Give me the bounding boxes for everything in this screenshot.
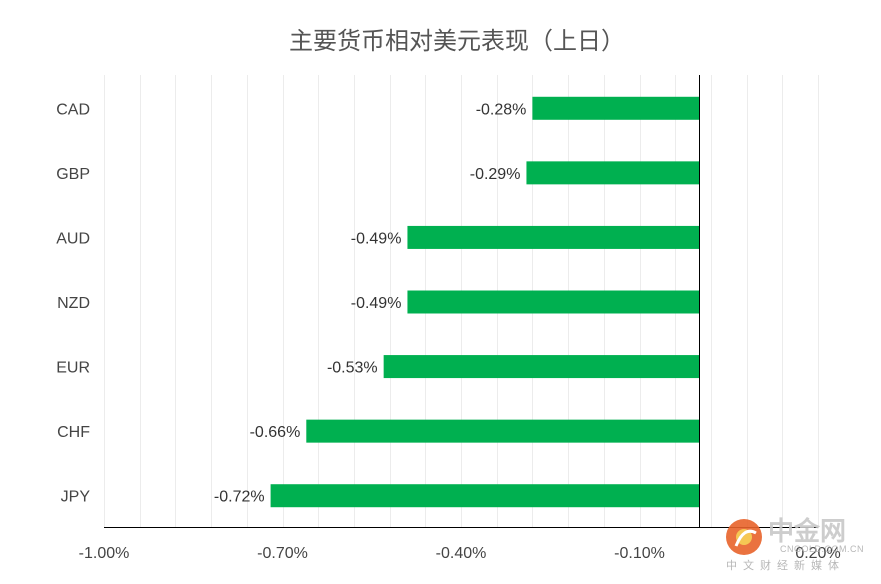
data-label: -0.29% [470,166,521,183]
logo-icon-center [736,529,752,545]
chart-title: 主要货币相对美元表现（上日） [289,27,625,55]
bar [270,484,699,508]
data-label: -0.49% [351,295,402,312]
category-label: JPY [61,489,91,506]
category-label: CHF [57,424,90,441]
watermark-logo-text: 中金网 [768,516,846,547]
bar [407,290,699,314]
watermark-url: CNGOLD.COM.CN [780,544,864,554]
data-label: -0.28% [476,101,527,118]
data-labels: -0.28% -0.29% -0.49% -0.49% -0.53% -0.66% -0.7… [214,101,527,505]
x-tick-label: -1.00% [79,545,130,562]
logo-icon-swirl [734,529,757,547]
bar [306,419,699,443]
bar-series [270,96,699,508]
x-tick-label: -0.70% [257,545,308,562]
bar [383,355,699,379]
bar [532,96,699,120]
category-label: AUD [56,230,90,247]
data-label: -0.49% [351,230,402,247]
data-label: -0.66% [250,424,301,441]
bar [407,225,699,249]
bar [526,161,699,185]
x-tick-label: -0.40% [436,545,487,562]
axes [104,75,818,528]
category-label: GBP [56,166,90,183]
watermark-subtitle: 中文财经新媒体 [726,558,845,572]
x-tick-labels: -1.00% -0.70% -0.40% -0.10% 0.20% [79,545,841,562]
category-label: EUR [56,360,90,377]
data-label: -0.72% [214,489,265,506]
x-tick-label: -0.10% [614,545,665,562]
category-labels: CAD GBP AUD NZD EUR CHF JPY [56,101,90,505]
category-label: CAD [56,101,90,118]
x-tick-label: 0.20% [795,545,840,562]
data-label: -0.53% [327,360,378,377]
watermark: 中金网 CNGOLD.COM.CN 中文财经新媒体 [726,516,864,572]
category-label: NZD [57,295,90,312]
